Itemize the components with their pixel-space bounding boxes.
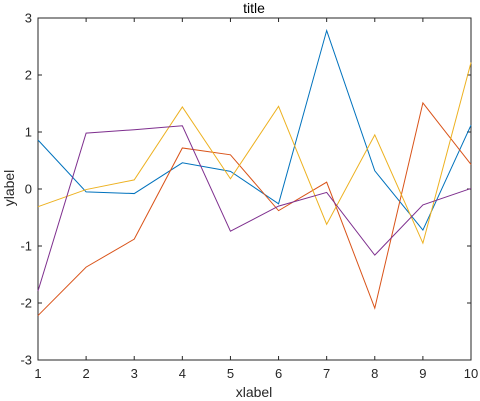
x-tick-label: 8	[371, 366, 378, 381]
plot-area: 1 2 3 4 5 6 7 8 9 10 -3 -2 -1 0 1 2 3	[20, 11, 478, 382]
y-axis-label: ylabel	[1, 170, 17, 207]
series-line-4	[37, 125, 472, 292]
y-tick-label: 1	[25, 125, 32, 140]
series-line-2	[37, 101, 472, 316]
y-tick-label: 3	[25, 11, 32, 26]
x-tick-label: 9	[419, 366, 426, 381]
y-tick-label: -3	[20, 353, 32, 368]
x-tick-label: 5	[227, 366, 234, 381]
x-tick-label: 4	[179, 366, 186, 381]
x-tick-label: 6	[275, 366, 282, 381]
chart-title: title	[243, 0, 265, 16]
y-tick-label: 2	[25, 68, 32, 83]
y-tick-label: -1	[20, 239, 32, 254]
x-tick-label: 1	[34, 366, 41, 381]
x-tick-label: 3	[131, 366, 138, 381]
x-tick-label: 7	[323, 366, 330, 381]
x-tick-label: 10	[464, 366, 478, 381]
series-line-1	[37, 28, 472, 231]
y-tick-label: -2	[20, 296, 32, 311]
y-tick-label: 0	[25, 182, 32, 197]
x-tick-label: 2	[82, 366, 89, 381]
x-axis-label: xlabel	[236, 384, 273, 400]
series-line-3	[37, 62, 472, 245]
